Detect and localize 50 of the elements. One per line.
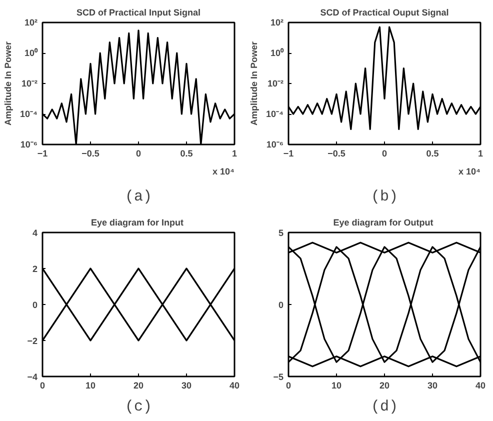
x-tick-label: −1 [283,148,294,158]
x-tick-label: 1 [232,148,238,158]
x-tick-label: −0.5 [328,148,346,158]
text: (d) [371,398,398,416]
y-tick-label: 10⁻⁶ [20,140,38,150]
text: (a) [125,188,152,206]
x-tick-label: 0 [286,380,292,390]
y-tick-label: −4 [27,372,38,382]
x-tick-label: −0.5 [82,148,100,158]
x-tick-label: 20 [133,380,144,390]
y-tick-label: 10⁻² [21,78,38,88]
chart-title: Eye diagram for Input [90,218,184,228]
x-tick-label: 0 [40,380,46,390]
y-tick-label: 10⁻⁶ [266,140,284,150]
x-tick-label: 0.5 [426,148,439,158]
y-tick-label: 10² [24,18,38,28]
x-tick-label: 0 [136,148,142,158]
text: (b) [371,188,398,206]
x-tick-label: 0 [382,148,388,158]
y-tick-label: 10⁰ [24,48,38,58]
x-tick-label: 0.5 [180,148,193,158]
y-tick-label: 2 [32,264,38,274]
x-tick-label: 10 [331,380,342,390]
x-tick-label: 30 [181,380,192,390]
chart-title: SCD of Practical Ouput Signal [320,8,449,18]
x-tick-label: 1 [478,148,484,158]
x-tick-label: 30 [427,380,438,390]
y-tick-label: 10⁻² [267,78,284,88]
y-tick-label: 4 [32,228,38,238]
y-tick-label: 0 [278,300,284,310]
y-tick-label: −2 [27,336,38,346]
x-tick-label: 20 [379,380,390,390]
x-tick-label: 10 [85,380,96,390]
text: x 10⁴ [212,166,234,176]
text: x 10⁴ [458,166,480,176]
y-axis-title: Amplitude In Power [3,41,14,126]
x-tick-label: −1 [37,148,48,158]
x-tick-label: 40 [229,380,240,390]
y-tick-label: −5 [273,372,284,382]
y-tick-label: 10⁻⁴ [20,109,38,119]
y-tick-label: 10⁰ [270,48,284,58]
chart-title: Eye diagram for Output [333,218,434,228]
text: (c) [125,398,152,416]
y-axis-title: Amplitude In Power [249,41,260,126]
x-tick-label: 40 [475,380,486,390]
y-tick-label: 5 [278,228,284,238]
chart-title: SCD of Practical Input Signal [76,8,201,18]
y-tick-label: 10⁻⁴ [266,109,284,119]
y-tick-label: 0 [32,300,38,310]
y-tick-label: 10² [270,18,284,28]
